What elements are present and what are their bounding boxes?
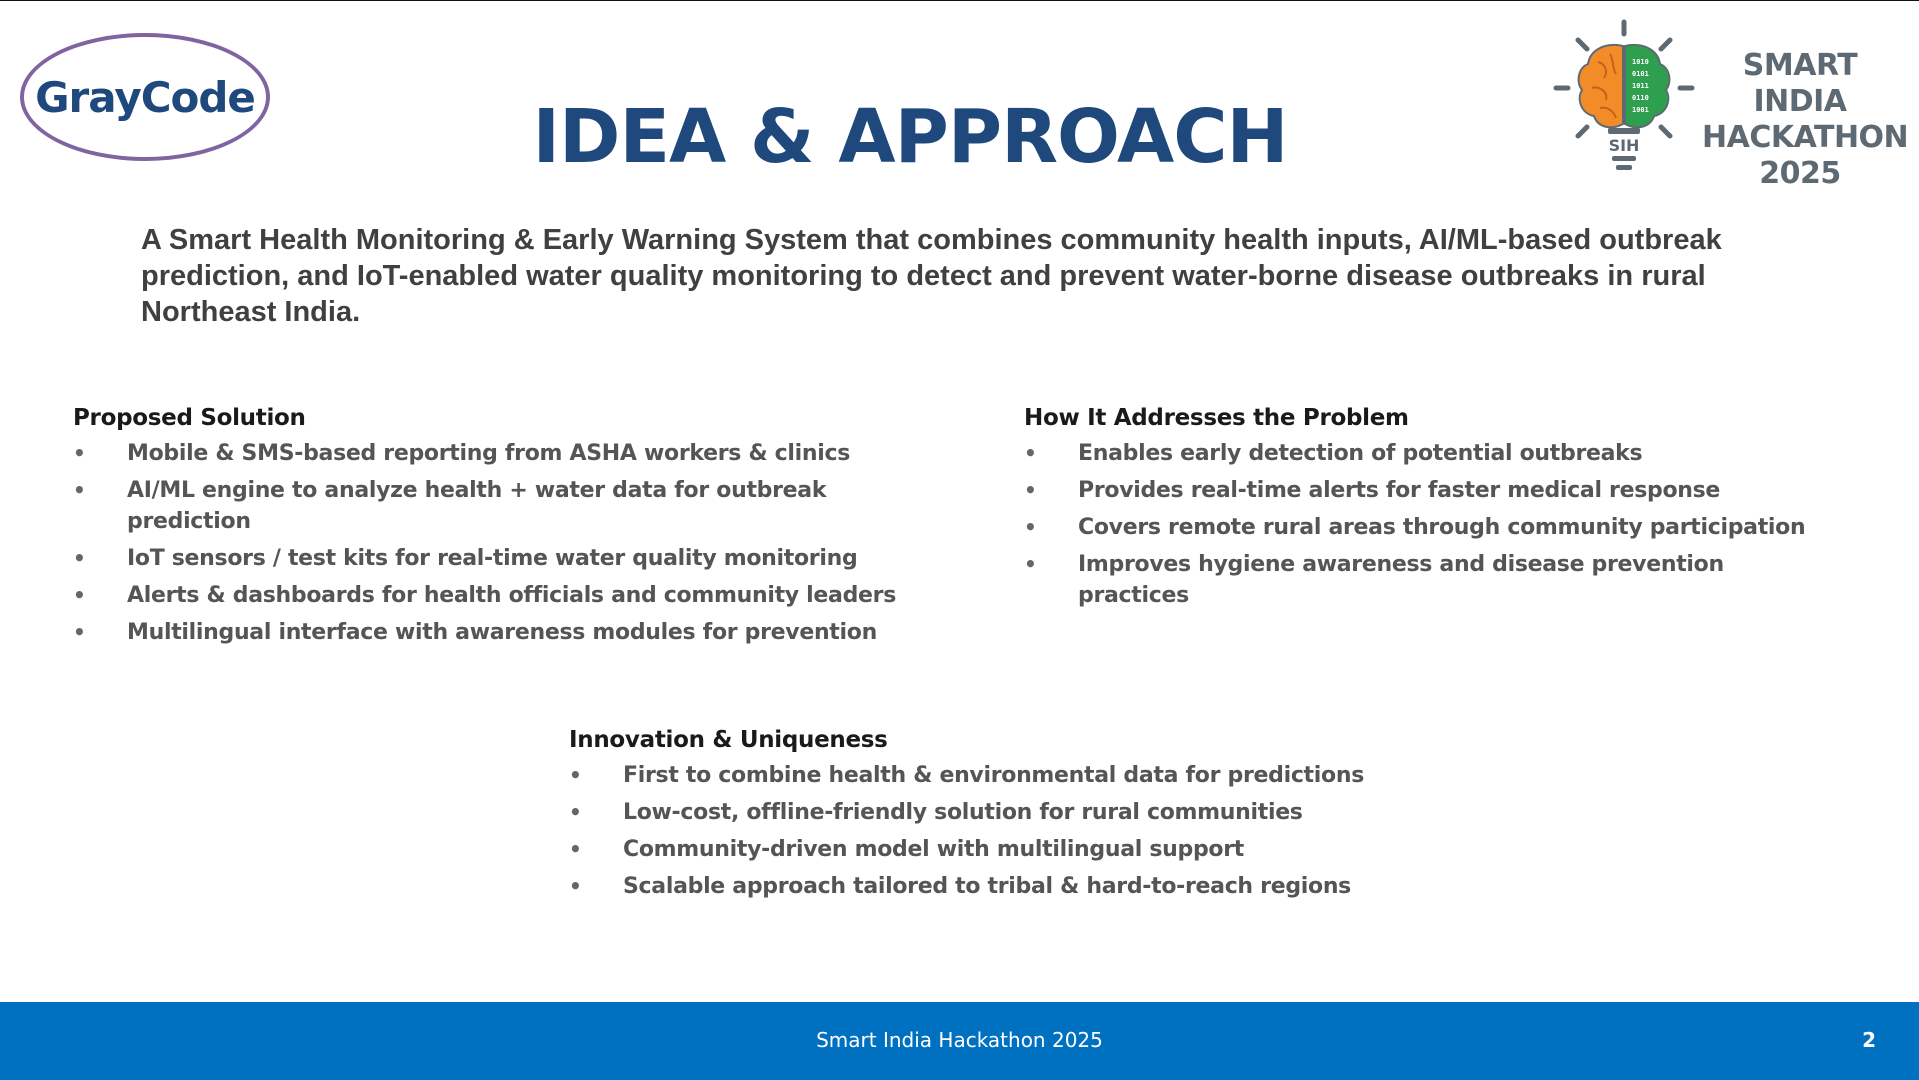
section-heading: How It Addresses the Problem <box>1024 405 1409 431</box>
top-rule <box>0 0 1919 1</box>
list-item: • Improves hygiene awareness and disease … <box>1024 549 1824 611</box>
list-item-text: IoT sensors / test kits for real-time wa… <box>127 546 858 571</box>
list-item-text: Mobile & SMS-based reporting from ASHA w… <box>127 441 851 466</box>
section-proposed-solution: Proposed Solution • Mobile & SMS-based re… <box>73 402 913 654</box>
section-heading: Proposed Solution <box>73 405 306 431</box>
list-item: • Community-driven model with multilingua… <box>569 834 1469 865</box>
bullet-icon: • <box>569 763 582 787</box>
sih-logo-line1: SMART INDIA <box>1742 48 1858 119</box>
list-item-text: AI/ML engine to analyze health + water d… <box>127 478 827 534</box>
list-item-text: Multilingual interface with awareness mo… <box>127 620 877 645</box>
svg-text:1011: 1011 <box>1632 82 1649 90</box>
page-title: IDEA & APPROACH <box>532 93 1289 180</box>
footer-bar: Smart India Hackathon 2025 2 <box>0 1002 1919 1080</box>
team-logo-text: GrayCode <box>35 72 256 122</box>
list-item-text: First to combine health & environmental … <box>623 763 1364 788</box>
section-innovation: Innovation & Uniqueness • First to combin… <box>569 724 1469 908</box>
bullet-icon: • <box>1024 552 1037 576</box>
bullet-icon: • <box>73 583 86 607</box>
bullet-icon: • <box>1024 478 1037 502</box>
sih-logo-text: SMART INDIA HACKATHON 2025 <box>1702 48 1909 192</box>
list-item: • Alerts & dashboards for health official… <box>73 580 913 611</box>
list-item: • Mobile & SMS-based reporting from ASHA … <box>73 438 913 469</box>
list-item-text: Scalable approach tailored to tribal & h… <box>623 874 1351 899</box>
sih-logo-line2: HACKATHON <box>1702 120 1909 155</box>
bullet-list: • Enables early detection of potential ou… <box>1024 438 1824 611</box>
bullet-icon: • <box>73 478 86 502</box>
section-heading: Innovation & Uniqueness <box>569 727 888 753</box>
list-item: • Scalable approach tailored to tribal & … <box>569 871 1469 902</box>
section-addresses-problem: How It Addresses the Problem • Enables ea… <box>1024 402 1824 617</box>
brain-lightbulb-icon: 1010 0101 1011 0110 1001 SIH <box>1553 19 1695 170</box>
list-item-text: Community-driven model with multilingual… <box>623 837 1245 862</box>
list-item: • AI/ML engine to analyze health + water … <box>73 475 913 537</box>
list-item: • Multilingual interface with awareness m… <box>73 617 913 648</box>
list-item-text: Low-cost, offline-friendly solution for … <box>623 800 1303 825</box>
bullet-list: • Mobile & SMS-based reporting from ASHA … <box>73 438 913 648</box>
bullet-icon: • <box>1024 441 1037 465</box>
list-item: • First to combine health & environmental… <box>569 760 1469 791</box>
list-item-text: Alerts & dashboards for health officials… <box>127 583 897 608</box>
svg-text:0101: 0101 <box>1632 70 1649 78</box>
bullet-list: • First to combine health & environmental… <box>569 760 1469 902</box>
footer-text: Smart India Hackathon 2025 <box>816 1028 1103 1052</box>
bullet-icon: • <box>73 441 86 465</box>
list-item-text: Provides real-time alerts for faster med… <box>1078 478 1721 503</box>
list-item: • Low-cost, offline-friendly solution for… <box>569 797 1469 828</box>
sih-badge: SIH <box>1609 136 1640 155</box>
sih-logo-line3: 2025 <box>1759 156 1841 191</box>
list-item: • Covers remote rural areas through commu… <box>1024 512 1824 543</box>
sih-logo: 1010 0101 1011 0110 1001 SIH SMART INDIA… <box>1550 16 1909 191</box>
svg-text:1001: 1001 <box>1632 106 1649 114</box>
page-number: 2 <box>1862 1028 1876 1052</box>
list-item-text: Covers remote rural areas through commun… <box>1078 515 1806 540</box>
bullet-icon: • <box>73 620 86 644</box>
summary-paragraph: A Smart Health Monitoring & Early Warnin… <box>141 224 1722 328</box>
svg-text:1010: 1010 <box>1632 58 1649 66</box>
list-item: • IoT sensors / test kits for real-time w… <box>73 543 913 574</box>
bullet-icon: • <box>569 874 582 898</box>
bullet-icon: • <box>569 837 582 861</box>
list-item: • Enables early detection of potential ou… <box>1024 438 1824 469</box>
bullet-icon: • <box>1024 515 1037 539</box>
svg-text:0110: 0110 <box>1632 94 1649 102</box>
list-item-text: Improves hygiene awareness and disease p… <box>1078 552 1724 608</box>
team-logo: GrayCode <box>20 33 270 161</box>
bullet-icon: • <box>569 800 582 824</box>
list-item: • Provides real-time alerts for faster me… <box>1024 475 1824 506</box>
list-item-text: Enables early detection of potential out… <box>1078 441 1643 466</box>
bullet-icon: • <box>73 546 86 570</box>
